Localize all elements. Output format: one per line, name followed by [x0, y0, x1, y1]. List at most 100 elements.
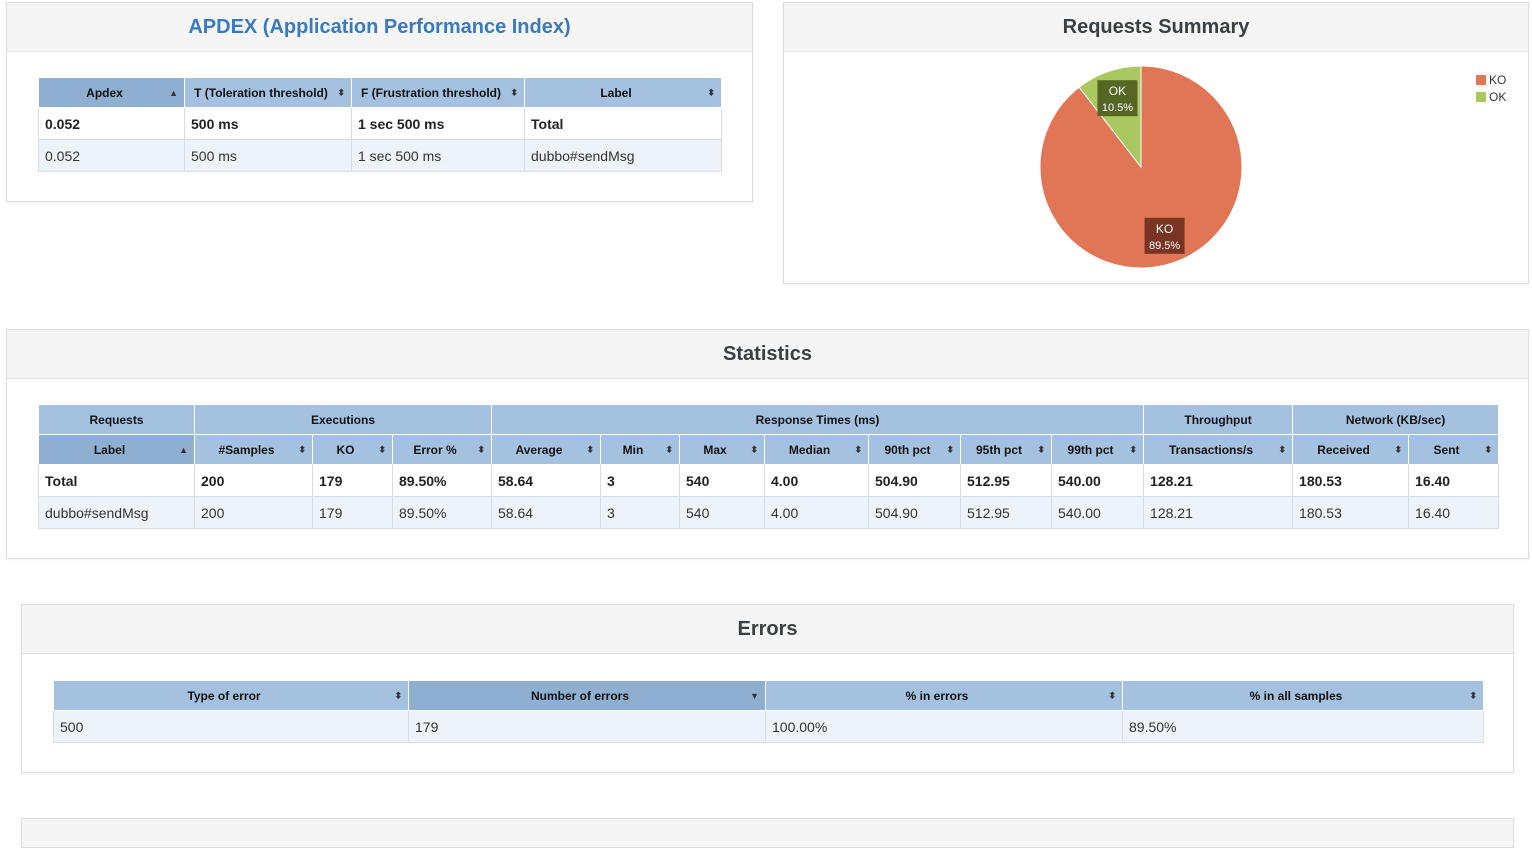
sort-both-icon: ⬍	[750, 444, 758, 454]
sort-both-icon: ⬍	[298, 444, 306, 454]
sort-both-icon: ⬍	[1469, 690, 1477, 700]
table-cell: 4.00	[764, 464, 869, 497]
stats-header-sent[interactable]: Sent ⬍	[1408, 434, 1500, 465]
table-cell: 58.64	[491, 496, 601, 529]
errors-header-number[interactable]: Number of errors ▼	[408, 680, 766, 711]
pie-label-name: KO	[1156, 222, 1173, 236]
table-cell: 179	[408, 710, 766, 743]
stats-header-median[interactable]: Median ⬍	[764, 434, 869, 465]
errors-panel: Errors Type of error ⬍ Number of errors ▼ …	[21, 604, 1514, 773]
sort-both-icon: ⬍	[1484, 444, 1493, 454]
errors-header-type[interactable]: Type of error ⬍	[53, 680, 409, 711]
legend-item-ko[interactable]: KO	[1476, 71, 1506, 88]
table-row: 500 179 100.00% 89.50%	[53, 710, 1484, 743]
table-cell: 128.21	[1143, 496, 1294, 529]
sort-both-icon: ⬍	[707, 87, 715, 97]
sort-both-icon: ⬍	[1108, 690, 1116, 700]
table-cell: 512.95	[960, 464, 1052, 497]
table-cell: 200	[194, 464, 313, 497]
apdex-header-frustration[interactable]: F (Frustration threshold) ⬍	[351, 77, 525, 108]
table-cell: 16.40	[1408, 496, 1500, 529]
sort-up-icon: ▲	[179, 444, 188, 455]
stats-header-max[interactable]: Max ⬍	[679, 434, 765, 465]
table-cell: 540.00	[1050, 464, 1145, 497]
table-cell: 4.00	[764, 496, 869, 529]
sort-up-icon: ▲	[169, 87, 178, 98]
stats-header-samples[interactable]: #Samples ⬍	[194, 434, 313, 465]
group-header-executions: Executions	[194, 404, 492, 435]
table-cell: 128.21	[1143, 464, 1294, 497]
table-cell: 179	[312, 464, 393, 497]
apdex-header-label[interactable]: Label ⬍	[524, 77, 722, 108]
table-cell: dubbo#sendMsg	[38, 496, 195, 529]
sort-both-icon: ⬍	[854, 444, 862, 454]
sort-both-icon: ⬍	[378, 444, 386, 454]
table-cell: 540	[679, 464, 765, 497]
legend-swatch-ok	[1476, 91, 1486, 102]
table-cell: 58.64	[491, 464, 601, 497]
sort-both-icon: ⬍	[586, 444, 594, 454]
table-cell: 540	[679, 496, 765, 529]
table-cell: 0.052	[38, 107, 185, 140]
table-row: Total 200 179 89.50% 58.64 3 540 4.00 50…	[38, 464, 1500, 497]
table-cell: 179	[312, 496, 393, 529]
pie-label-name: OK	[1109, 84, 1126, 98]
table-row: dubbo#sendMsg 200 179 89.50% 58.64 3 540…	[38, 496, 1500, 529]
sort-both-icon: ⬍	[337, 87, 345, 97]
pie-label-box	[1097, 80, 1138, 117]
table-cell: 3	[600, 496, 680, 529]
table-row: 0.052 500 ms 1 sec 500 ms dubbo#sendMsg	[38, 139, 722, 172]
sort-both-icon: ⬍	[1129, 444, 1138, 454]
sort-both-icon: ⬍	[477, 444, 485, 454]
stats-header-99th[interactable]: 99th pct ⬍	[1050, 434, 1145, 465]
pie-label-value: 10.5%	[1102, 102, 1133, 114]
table-cell: Total	[524, 107, 722, 140]
table-cell: 0.052	[38, 139, 185, 172]
pie-label-ko: KO 89.5%	[1144, 217, 1185, 254]
pie-label-ok: OK 10.5%	[1097, 80, 1138, 117]
requests-summary-title: Requests Summary	[784, 3, 1528, 52]
legend-label: KO	[1489, 72, 1507, 87]
errors-header-pct-errors[interactable]: % in errors ⬍	[765, 680, 1123, 711]
legend-item-ok[interactable]: OK	[1476, 88, 1506, 105]
statistics-panel: Statistics Requests Executions Response …	[6, 329, 1529, 559]
table-cell: 500 ms	[184, 107, 352, 140]
sort-both-icon: ⬍	[510, 87, 518, 97]
legend-label: OK	[1489, 89, 1507, 104]
stats-header-received[interactable]: Received ⬍	[1292, 434, 1410, 465]
group-header-network: Network (KB/sec)	[1292, 404, 1500, 435]
group-header-requests: Requests	[38, 404, 195, 435]
table-cell: 500	[53, 710, 409, 743]
stats-header-90th[interactable]: 90th pct ⬍	[868, 434, 961, 465]
apdex-title: APDEX (Application Performance Index)	[7, 3, 752, 52]
stats-header-label[interactable]: Label ▲	[38, 434, 195, 465]
sort-down-icon: ▼	[750, 690, 759, 701]
stats-header-error-pct[interactable]: Error % ⬍	[392, 434, 492, 465]
apdex-table: Apdex ▲ T (Toleration threshold) ⬍ F (Frus…	[38, 77, 722, 172]
legend-swatch-ko	[1476, 74, 1486, 85]
sort-both-icon: ⬍	[1037, 444, 1045, 454]
table-cell: 1 sec 500 ms	[351, 107, 525, 140]
table-cell: 504.90	[868, 496, 961, 529]
table-cell: 16.40	[1408, 464, 1500, 497]
stats-header-95th[interactable]: 95th pct ⬍	[960, 434, 1052, 465]
sort-both-icon: ⬍	[1394, 444, 1403, 454]
group-header-throughput: Throughput	[1143, 404, 1294, 435]
table-cell: 512.95	[960, 496, 1052, 529]
stats-header-min[interactable]: Min ⬍	[600, 434, 680, 465]
errors-table: Type of error ⬍ Number of errors ▼ % in er…	[53, 680, 1484, 743]
stats-header-average[interactable]: Average ⬍	[491, 434, 601, 465]
table-cell: 100.00%	[765, 710, 1123, 743]
table-cell: 89.50%	[1122, 710, 1484, 743]
apdex-header-apdex[interactable]: Apdex ▲	[38, 77, 185, 108]
apdex-header-toleration[interactable]: T (Toleration threshold) ⬍	[184, 77, 352, 108]
table-cell: 3	[600, 464, 680, 497]
table-row: 0.052 500 ms 1 sec 500 ms Total	[38, 107, 722, 140]
table-cell: 200	[194, 496, 313, 529]
errors-header-pct-samples[interactable]: % in all samples ⬍	[1122, 680, 1484, 711]
table-cell: 504.90	[868, 464, 961, 497]
statistics-title: Statistics	[7, 330, 1528, 379]
pie-label-box	[1144, 217, 1185, 254]
stats-header-transactions[interactable]: Transactions/s ⬍	[1143, 434, 1294, 465]
stats-header-ko[interactable]: KO ⬍	[312, 434, 393, 465]
